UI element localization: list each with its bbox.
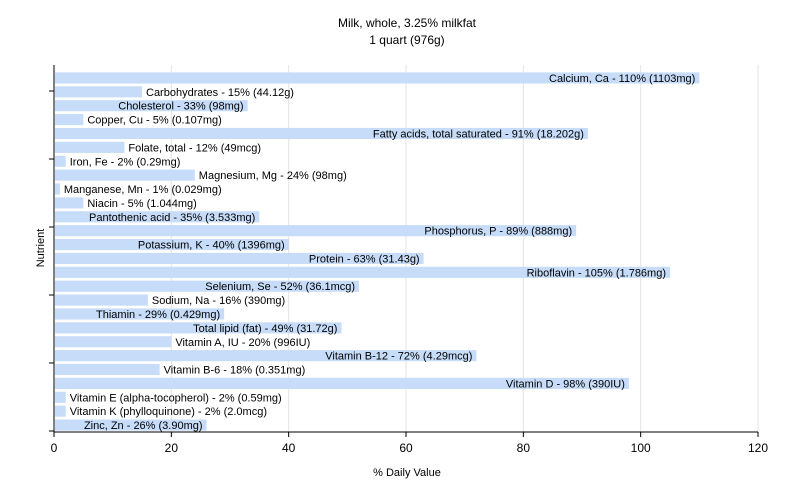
bar <box>55 86 142 98</box>
bar-label: Vitamin A, IU - 20% (996IU) <box>175 337 310 349</box>
x-tick-label: 0 <box>51 441 58 455</box>
bar-label: Iron, Fe - 2% (0.29mg) <box>70 156 181 168</box>
x-axis-label: % Daily Value <box>373 467 441 479</box>
x-tick-label: 40 <box>282 441 296 455</box>
x-tick-label: 120 <box>748 441 768 455</box>
x-tick-label: 80 <box>517 441 531 455</box>
bar <box>55 197 84 209</box>
bar <box>55 336 172 348</box>
bar-label: Vitamin D - 98% (390IU) <box>506 378 625 390</box>
bar <box>55 114 84 126</box>
bar <box>55 127 588 140</box>
bar <box>55 322 342 334</box>
bar-label: Riboflavin - 105% (1.786mg) <box>527 267 666 279</box>
bar <box>55 155 66 167</box>
bar-label: Cholesterol - 33% (98mg) <box>118 101 243 113</box>
bar-label: Fatty acids, total saturated - 91% (18.2… <box>373 128 584 140</box>
bar-label: Vitamin K (phylloquinone) - 2% (2.0mcg) <box>70 406 267 418</box>
bar-label: Protein - 63% (31.43g) <box>309 253 420 265</box>
x-tick-label: 20 <box>165 441 179 455</box>
bar <box>55 405 66 417</box>
bar <box>55 100 248 112</box>
bar <box>55 225 577 237</box>
x-tick-label: 60 <box>399 441 413 455</box>
bar <box>55 211 260 223</box>
bar-label: Calcium, Ca - 110% (1103mg) <box>549 73 695 85</box>
bar <box>55 141 125 153</box>
x-axis-ticks: 0 20 40 60 80 100 120 <box>51 432 768 455</box>
bars-group <box>55 72 700 431</box>
bar <box>55 350 477 362</box>
x-tick-label: 100 <box>631 441 651 455</box>
bar-label: Phosphorus, P - 89% (888mg) <box>424 226 572 238</box>
gridlines <box>170 65 759 432</box>
bar-label: Pantothenic acid - 35% (3.533mg) <box>89 212 255 224</box>
bar-label: Manganese, Mn - 1% (0.029mg) <box>64 184 222 196</box>
bar-label: Vitamin B-12 - 72% (4.29mcg) <box>325 351 472 363</box>
bar-label: Carbohydrates - 15% (44.12g) <box>146 87 294 99</box>
y-axis-ticks <box>49 90 54 432</box>
bar-label: Potassium, K - 40% (1396mg) <box>138 240 285 252</box>
bar-label: Total lipid (fat) - 49% (31.72g) <box>193 323 337 335</box>
bar-label: Zinc, Zn - 26% (3.90mg) <box>84 420 203 432</box>
bar <box>55 252 424 264</box>
bar <box>55 294 148 306</box>
bar <box>55 266 670 278</box>
bar <box>55 363 160 376</box>
bar-label: Vitamin E (alpha-tocopherol) - 2% (0.59m… <box>70 392 282 404</box>
bar-labels-group: Calcium, Ca - 110% (1103mg) Carbohydrates… <box>64 73 695 432</box>
y-axis-label: Nutrient <box>35 229 47 268</box>
bar <box>55 169 195 181</box>
chart-subtitle: 1 quart (976g) <box>369 33 444 47</box>
bar-label: Copper, Cu - 5% (0.107mg) <box>87 115 222 127</box>
bar-label: Niacin - 5% (1.044mg) <box>87 198 196 210</box>
bar-label: Sodium, Na - 16% (390mg) <box>152 295 285 307</box>
bar <box>55 280 360 292</box>
chart-title: Milk, whole, 3.25% milkfat <box>338 16 477 30</box>
bar <box>55 419 207 431</box>
bar-label: Folate, total - 12% (49mcg) <box>128 142 261 154</box>
bar <box>55 377 629 389</box>
bar-label: Magnesium, Mg - 24% (98mg) <box>199 170 347 182</box>
bar <box>55 72 700 84</box>
bar-label: Thiamin - 29% (0.429mg) <box>96 309 220 321</box>
bar <box>55 239 289 251</box>
bar-label: Vitamin B-6 - 18% (0.351mg) <box>164 365 306 377</box>
bar <box>55 391 66 403</box>
bar <box>55 308 225 320</box>
bar <box>55 183 60 195</box>
bar-label: Selenium, Se - 52% (36.1mcg) <box>205 281 355 293</box>
